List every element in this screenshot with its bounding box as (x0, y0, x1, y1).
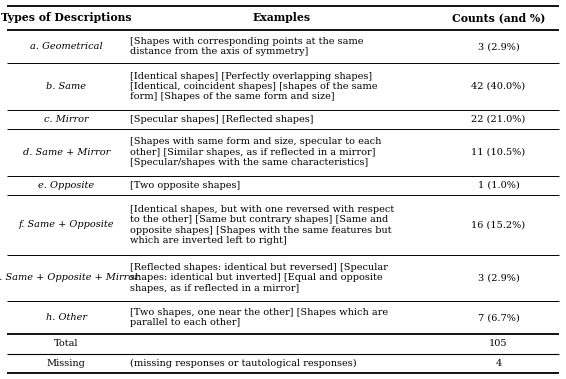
Text: 22 (21.0%): 22 (21.0%) (471, 115, 526, 124)
Text: b. Same: b. Same (46, 82, 86, 91)
Text: 11 (10.5%): 11 (10.5%) (471, 148, 525, 157)
Text: 4: 4 (495, 359, 501, 368)
Text: [Two opposite shapes]: [Two opposite shapes] (130, 181, 240, 190)
Text: h. Other: h. Other (46, 313, 87, 322)
Text: a. Geometrical: a. Geometrical (30, 42, 102, 51)
Text: 3 (2.9%): 3 (2.9%) (478, 42, 520, 51)
Text: Total: Total (54, 339, 79, 348)
Text: c. Mirror: c. Mirror (44, 115, 88, 124)
Text: [Specular shapes] [Reflected shapes]: [Specular shapes] [Reflected shapes] (130, 115, 313, 124)
Text: [Identical shapes] [Perfectly overlapping shapes]
[Identical, coincident shapes]: [Identical shapes] [Perfectly overlappin… (130, 72, 377, 101)
Text: e. Opposite: e. Opposite (38, 181, 95, 190)
Text: g. Same + Opposite + Mirror: g. Same + Opposite + Mirror (0, 273, 139, 282)
Text: d. Same + Mirror: d. Same + Mirror (23, 148, 110, 157)
Text: [Two shapes, one near the other] [Shapes which are
parallel to each other]: [Two shapes, one near the other] [Shapes… (130, 308, 388, 327)
Text: 3 (2.9%): 3 (2.9%) (478, 273, 520, 282)
Text: [Reflected shapes: identical but reversed] [Specular
shapes: identical but inver: [Reflected shapes: identical but reverse… (130, 263, 387, 293)
Text: 16 (15.2%): 16 (15.2%) (471, 221, 525, 229)
Text: (missing responses or tautological responses): (missing responses or tautological respo… (130, 359, 356, 368)
Text: [Identical shapes, but with one reversed with respect
to the other] [Same but co: [Identical shapes, but with one reversed… (130, 205, 394, 245)
Text: Examples: Examples (252, 13, 311, 23)
Text: f. Same + Opposite: f. Same + Opposite (19, 221, 114, 229)
Text: [Shapes with same form and size, specular to each
other] [Similar shapes, as if : [Shapes with same form and size, specula… (130, 138, 381, 167)
Text: 1 (1.0%): 1 (1.0%) (478, 181, 520, 190)
Text: Counts (and %): Counts (and %) (452, 13, 545, 23)
Text: Missing: Missing (47, 359, 85, 368)
Text: [Shapes with corresponding points at the same
distance from the axis of symmetry: [Shapes with corresponding points at the… (130, 37, 363, 56)
Text: Types of Descriptions: Types of Descriptions (1, 13, 131, 23)
Text: 42 (40.0%): 42 (40.0%) (471, 82, 525, 91)
Text: 105: 105 (489, 339, 508, 348)
Text: 7 (6.7%): 7 (6.7%) (478, 313, 520, 322)
